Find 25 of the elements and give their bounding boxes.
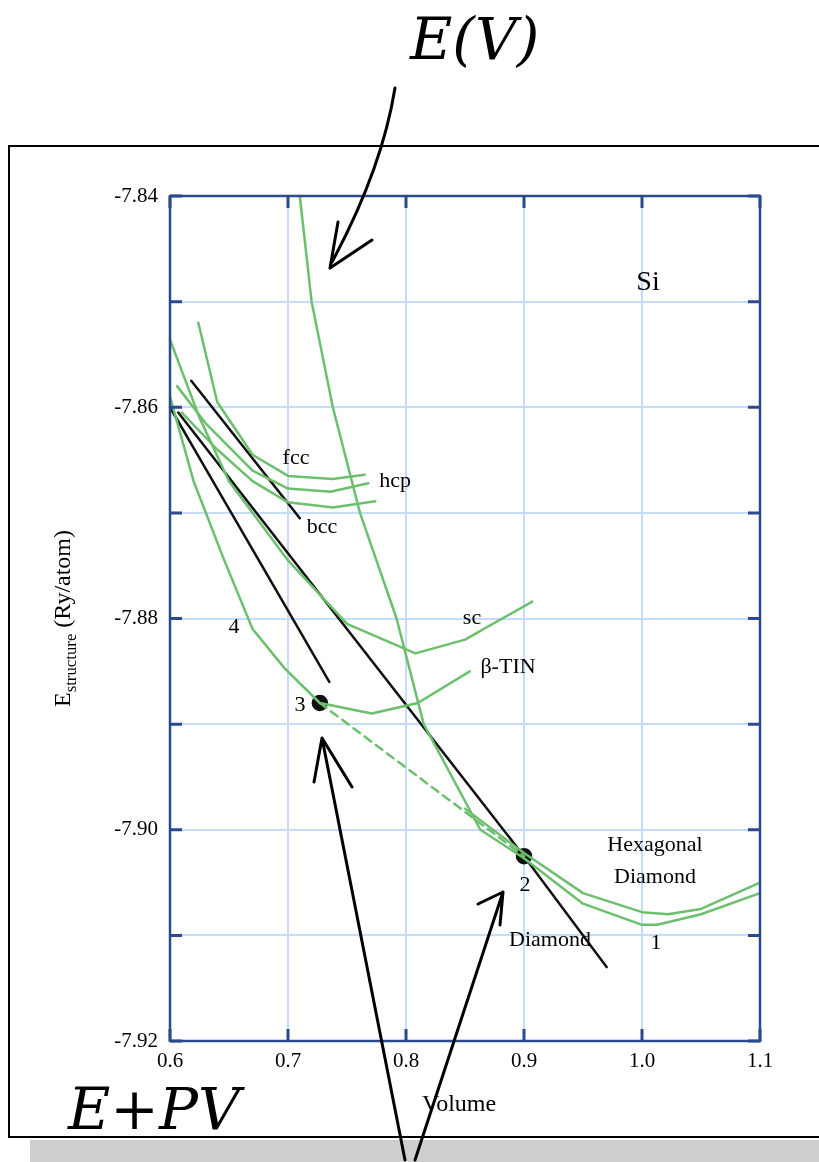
- x-tick-label: 0.7: [274, 1048, 302, 1073]
- y-tick-label: -7.88: [114, 605, 158, 630]
- annotation: 1: [650, 928, 662, 954]
- annotation: Hexagonal: [607, 830, 703, 856]
- annotation: sc: [462, 603, 482, 629]
- x-tick-label: 0.9: [510, 1048, 538, 1073]
- annotation: 4: [228, 612, 240, 638]
- x-tick-label: 1.0: [628, 1048, 656, 1073]
- annotation: β-TIN: [480, 652, 536, 678]
- y-tick-label: -7.84: [114, 182, 159, 207]
- annotation: 2: [519, 870, 531, 896]
- annotation: Si: [636, 265, 660, 297]
- x-tick-label: 0.6: [156, 1048, 184, 1073]
- annotation: fcc: [282, 443, 310, 469]
- y-tick-label: -7.90: [114, 816, 158, 841]
- y-tick-label: -7.92: [114, 1027, 158, 1052]
- x-tick-label: 0.8: [392, 1048, 420, 1073]
- annotation: 3: [294, 690, 306, 716]
- x-tick-label: 1.1: [746, 1048, 774, 1073]
- annotation: Diamond: [614, 862, 696, 888]
- y-axis-title: Estructure (Ry/atom): [49, 529, 80, 708]
- y-tick-label: -7.86: [114, 393, 158, 418]
- annotation: bcc: [306, 512, 338, 538]
- annotation: hcp: [379, 466, 411, 492]
- text: E(V): [410, 5, 540, 73]
